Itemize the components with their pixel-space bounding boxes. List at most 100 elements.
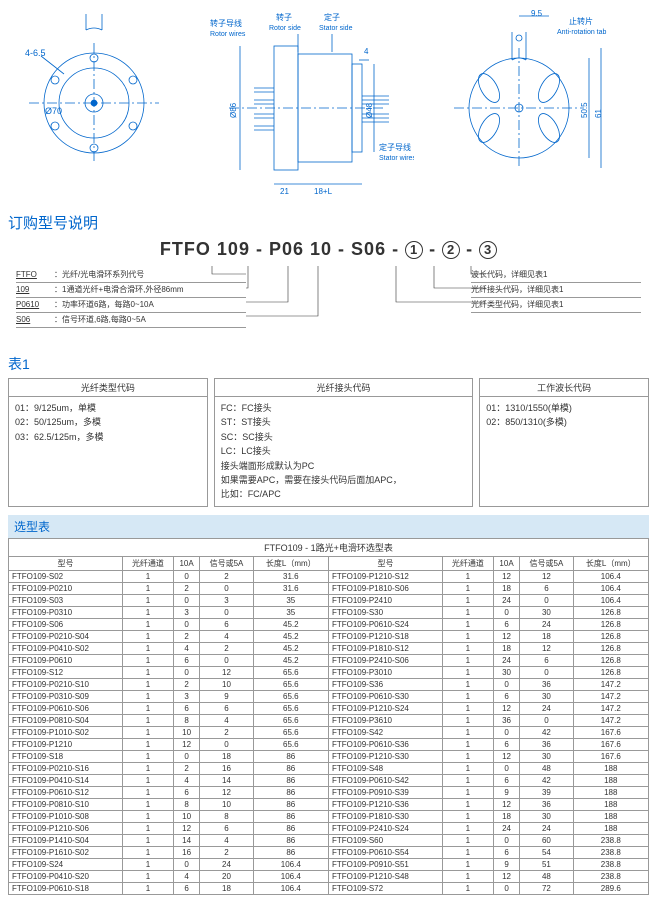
model-cell: FTFO109-P1210-S36	[328, 799, 442, 811]
table1-line: ST：ST接头	[221, 415, 467, 429]
model-cell: FTFO109-P0210	[9, 583, 123, 595]
model-cell: FTFO109-P3010	[328, 667, 442, 679]
value-cell: 1	[123, 631, 174, 643]
table1-col: 光纤类型代码01：9/125um，单模02：50/125um，多模03：62.5…	[8, 378, 208, 507]
value-cell: 4	[200, 835, 253, 847]
model-cell: FTFO109-P1010-S02	[9, 727, 123, 739]
model-cell: FTFO109-P1210-S12	[328, 571, 442, 583]
value-cell: 4	[173, 871, 199, 883]
value-cell: 65.6	[253, 691, 328, 703]
selection-bar: 选型表	[8, 515, 649, 538]
table1-line: 03：62.5/125m，多模	[15, 430, 201, 444]
sel-header: 光纤通道	[442, 557, 493, 571]
model-cell: FTFO109-P1210-S06	[9, 823, 123, 835]
selection-table-wrap: FTFO109 - 1路光+电滑环选型表 型号光纤通道10A信号或5A长度L（m…	[8, 538, 649, 895]
value-cell: 0	[493, 883, 519, 895]
value-cell: 1	[123, 643, 174, 655]
table-row: FTFO109-P1210-S06112686FTFO109-P2410-S24…	[9, 823, 649, 835]
selection-caption: FTFO109 - 1路光+电滑环选型表	[8, 538, 649, 556]
value-cell: 6	[173, 883, 199, 895]
table-row: FTFO109-P031013035FTFO109-S301030126.8	[9, 607, 649, 619]
rotor-cn: 转子	[276, 12, 292, 22]
bolt-dim: 4-6.5	[25, 48, 46, 58]
value-cell: 65.6	[253, 667, 328, 679]
value-cell: 126.8	[573, 643, 648, 655]
value-cell: 6	[200, 703, 253, 715]
table-row: FTFO109-S12101265.6FTFO109-P30101300126.…	[9, 667, 649, 679]
value-cell: 12	[173, 823, 199, 835]
value-cell: 24	[520, 619, 573, 631]
value-cell: 45.2	[253, 655, 328, 667]
value-cell: 6	[520, 583, 573, 595]
legend-left-item: FTFO：光纤/光电滑环系列代号	[16, 268, 246, 283]
table-row: FTFO109-P1210112065.6FTFO109-P0610-S3616…	[9, 739, 649, 751]
table-row: FTFO109-P0610-S181618106.4FTFO109-S72107…	[9, 883, 649, 895]
value-cell: 1	[123, 835, 174, 847]
model-cell: FTFO109-P0910-S39	[328, 787, 442, 799]
value-cell: 86	[253, 763, 328, 775]
table1-header: 工作波长代码	[479, 378, 649, 397]
model-cell: FTFO109-P0810-S04	[9, 715, 123, 727]
value-cell: 24	[493, 655, 519, 667]
value-cell: 36	[520, 679, 573, 691]
table-row: FTFO109-P0610-S12161286FTFO109-P0910-S39…	[9, 787, 649, 799]
diagram-right: 9.5 止转片 Anti-rotation tab 50.5 61	[439, 8, 639, 208]
value-cell: 2	[200, 727, 253, 739]
table-row: FTFO109-P1410-S04114486FTFO109-S60106023…	[9, 835, 649, 847]
table-row: FTFO109-P0810-S0418465.6FTFO109-P3610136…	[9, 715, 649, 727]
value-cell: 0	[173, 751, 199, 763]
rotor-wires-cn: 转子导线	[210, 18, 242, 28]
anti-cn: 止转片	[569, 16, 593, 26]
value-cell: 86	[253, 775, 328, 787]
h50: 50.5	[580, 102, 589, 118]
value-cell: 0	[200, 739, 253, 751]
model-cell: FTFO109-P2410-S06	[328, 655, 442, 667]
table1-body: 01：1310/1550(单模)02：850/1310(多模)	[479, 397, 649, 507]
model-cell: FTFO109-S12	[9, 667, 123, 679]
value-cell: 126.8	[573, 619, 648, 631]
value-cell: 1	[123, 667, 174, 679]
value-cell: 1	[442, 703, 493, 715]
value-cell: 86	[253, 847, 328, 859]
legend-left-item: S06：信号环道,6路,每路0~5A	[16, 313, 246, 328]
table-row: FTFO109-P0210-S16121686FTFO109-S48104818…	[9, 763, 649, 775]
d48: Ø48	[365, 102, 374, 118]
pn-p3: P06	[269, 239, 304, 259]
value-cell: 30	[520, 607, 573, 619]
table1-line: 接头端面形成默认为PC	[221, 459, 467, 473]
value-cell: 1	[442, 619, 493, 631]
table-row: FTFO109-P1010-S02110265.6FTFO109-S421042…	[9, 727, 649, 739]
value-cell: 289.6	[573, 883, 648, 895]
part-number: FTFO 109 - P06 10 - S06 - 1 - 2 - 3	[8, 239, 649, 260]
value-cell: 12	[173, 739, 199, 751]
value-cell: 3	[173, 607, 199, 619]
value-cell: 1	[442, 763, 493, 775]
legend-text: ：1通道光纤+电滑合滑环,外径86mm	[54, 285, 184, 294]
value-cell: 16	[200, 763, 253, 775]
value-cell: 86	[253, 799, 328, 811]
table1-line: 如果需要APC，需要在接头代码后面加APC，	[221, 473, 467, 487]
sel-header: 长度L（mm）	[253, 557, 328, 571]
value-cell: 51	[520, 859, 573, 871]
table-row: FTFO109-P061016045.2FTFO109-P2410-S06124…	[9, 655, 649, 667]
model-cell: FTFO109-P0610-S18	[9, 883, 123, 895]
table-row: FTFO109-P0210-S10121065.6FTFO109-S361036…	[9, 679, 649, 691]
value-cell: 238.8	[573, 835, 648, 847]
model-cell: FTFO109-P0910-S51	[328, 859, 442, 871]
table-row: FTFO109-P0310-S0913965.6FTFO109-P0610-S3…	[9, 691, 649, 703]
value-cell: 9	[493, 859, 519, 871]
rotor-side-en: Rotor side	[269, 25, 301, 32]
sel-header: 型号	[328, 557, 442, 571]
value-cell: 1	[123, 691, 174, 703]
table1: 光纤类型代码01：9/125um，单模02：50/125um，多模03：62.5…	[8, 378, 649, 507]
model-cell: FTFO109-P0610-S24	[328, 619, 442, 631]
value-cell: 0	[493, 679, 519, 691]
value-cell: 6	[200, 823, 253, 835]
table1-line: 02：50/125um，多模	[15, 415, 201, 429]
value-cell: 1	[442, 871, 493, 883]
value-cell: 1	[442, 811, 493, 823]
value-cell: 1	[442, 835, 493, 847]
value-cell: 18	[200, 751, 253, 763]
legend-label: FTFO	[16, 269, 54, 281]
value-cell: 18	[493, 583, 519, 595]
